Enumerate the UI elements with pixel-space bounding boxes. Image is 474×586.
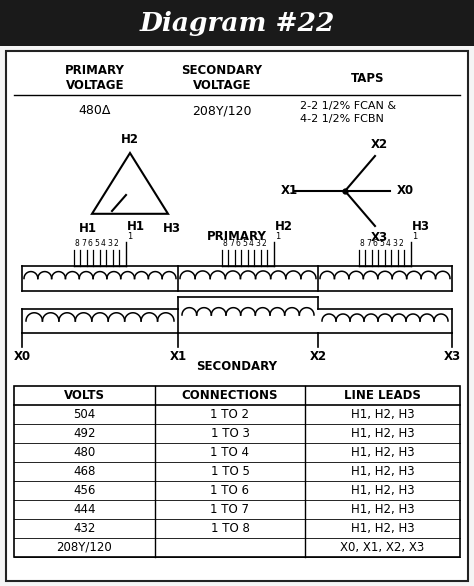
Text: 1: 1 <box>127 232 132 241</box>
Text: 1 TO 2: 1 TO 2 <box>210 408 249 421</box>
Text: 6: 6 <box>373 239 378 248</box>
Text: 1 TO 8: 1 TO 8 <box>210 522 249 535</box>
Text: 4-2 1/2% FCBN: 4-2 1/2% FCBN <box>300 114 384 124</box>
Text: 208Y/120: 208Y/120 <box>56 541 112 554</box>
Text: 1 TO 5: 1 TO 5 <box>210 465 249 478</box>
Text: 3: 3 <box>392 239 397 248</box>
Text: 5: 5 <box>242 239 247 248</box>
Text: X2: X2 <box>371 138 388 151</box>
Text: X0: X0 <box>397 185 414 197</box>
Text: 1 TO 6: 1 TO 6 <box>210 484 249 497</box>
Text: H2: H2 <box>121 133 139 146</box>
Text: 5: 5 <box>94 239 99 248</box>
Text: 492: 492 <box>73 427 96 440</box>
Text: 1 TO 3: 1 TO 3 <box>210 427 249 440</box>
Text: 1 TO 7: 1 TO 7 <box>210 503 249 516</box>
Text: H3: H3 <box>163 222 181 235</box>
Text: H1, H2, H3: H1, H2, H3 <box>351 503 414 516</box>
Text: 4: 4 <box>101 239 106 248</box>
Text: 7: 7 <box>229 239 234 248</box>
Text: 2-2 1/2% FCAN &: 2-2 1/2% FCAN & <box>300 101 396 111</box>
Text: 6: 6 <box>88 239 93 248</box>
Text: 8: 8 <box>223 239 228 248</box>
Text: 208Y/120: 208Y/120 <box>192 104 252 118</box>
Text: 8: 8 <box>75 239 80 248</box>
Text: X1: X1 <box>281 185 298 197</box>
Text: H1: H1 <box>127 220 145 233</box>
Text: 432: 432 <box>73 522 96 535</box>
Text: 504: 504 <box>73 408 96 421</box>
Bar <box>14 386 460 557</box>
Text: 3: 3 <box>107 239 112 248</box>
Text: H1, H2, H3: H1, H2, H3 <box>351 446 414 459</box>
Text: SECONDARY: SECONDARY <box>197 360 277 373</box>
Text: H1, H2, H3: H1, H2, H3 <box>351 465 414 478</box>
Text: H2: H2 <box>275 220 293 233</box>
Text: 8: 8 <box>360 239 365 248</box>
Text: H3: H3 <box>412 220 430 233</box>
Text: VOLTS: VOLTS <box>64 389 105 402</box>
Bar <box>0 0 474 46</box>
Text: TAPS: TAPS <box>351 71 385 84</box>
Text: 4: 4 <box>249 239 254 248</box>
Text: PRIMARY: PRIMARY <box>207 230 267 243</box>
Text: X1: X1 <box>169 350 187 363</box>
Text: H1, H2, H3: H1, H2, H3 <box>351 427 414 440</box>
Text: H1, H2, H3: H1, H2, H3 <box>351 408 414 421</box>
Text: 456: 456 <box>73 484 96 497</box>
Text: H1, H2, H3: H1, H2, H3 <box>351 522 414 535</box>
Text: 7: 7 <box>82 239 86 248</box>
Text: 480Δ: 480Δ <box>79 104 111 118</box>
Text: 444: 444 <box>73 503 96 516</box>
Text: X0: X0 <box>13 350 30 363</box>
Text: 2: 2 <box>399 239 404 248</box>
Text: X3: X3 <box>444 350 461 363</box>
Text: 1 TO 4: 1 TO 4 <box>210 446 249 459</box>
Text: 6: 6 <box>236 239 241 248</box>
Text: H1: H1 <box>79 222 97 235</box>
Text: CONNECTIONS: CONNECTIONS <box>182 389 278 402</box>
Text: 2: 2 <box>114 239 118 248</box>
Text: X3: X3 <box>371 231 388 244</box>
Text: 7: 7 <box>366 239 371 248</box>
Text: PRIMARY
VOLTAGE: PRIMARY VOLTAGE <box>65 64 125 92</box>
Text: SECONDARY
VOLTAGE: SECONDARY VOLTAGE <box>182 64 263 92</box>
Text: 2: 2 <box>262 239 266 248</box>
Text: 1: 1 <box>412 232 417 241</box>
Text: 3: 3 <box>255 239 260 248</box>
Text: LINE LEADS: LINE LEADS <box>344 389 421 402</box>
Text: X2: X2 <box>310 350 327 363</box>
Text: 1: 1 <box>275 232 280 241</box>
Text: X0, X1, X2, X3: X0, X1, X2, X3 <box>340 541 425 554</box>
Text: 480: 480 <box>73 446 96 459</box>
Text: Diagram #22: Diagram #22 <box>139 11 335 36</box>
Text: 5: 5 <box>379 239 384 248</box>
Text: H1, H2, H3: H1, H2, H3 <box>351 484 414 497</box>
Text: 4: 4 <box>386 239 391 248</box>
Text: 468: 468 <box>73 465 96 478</box>
